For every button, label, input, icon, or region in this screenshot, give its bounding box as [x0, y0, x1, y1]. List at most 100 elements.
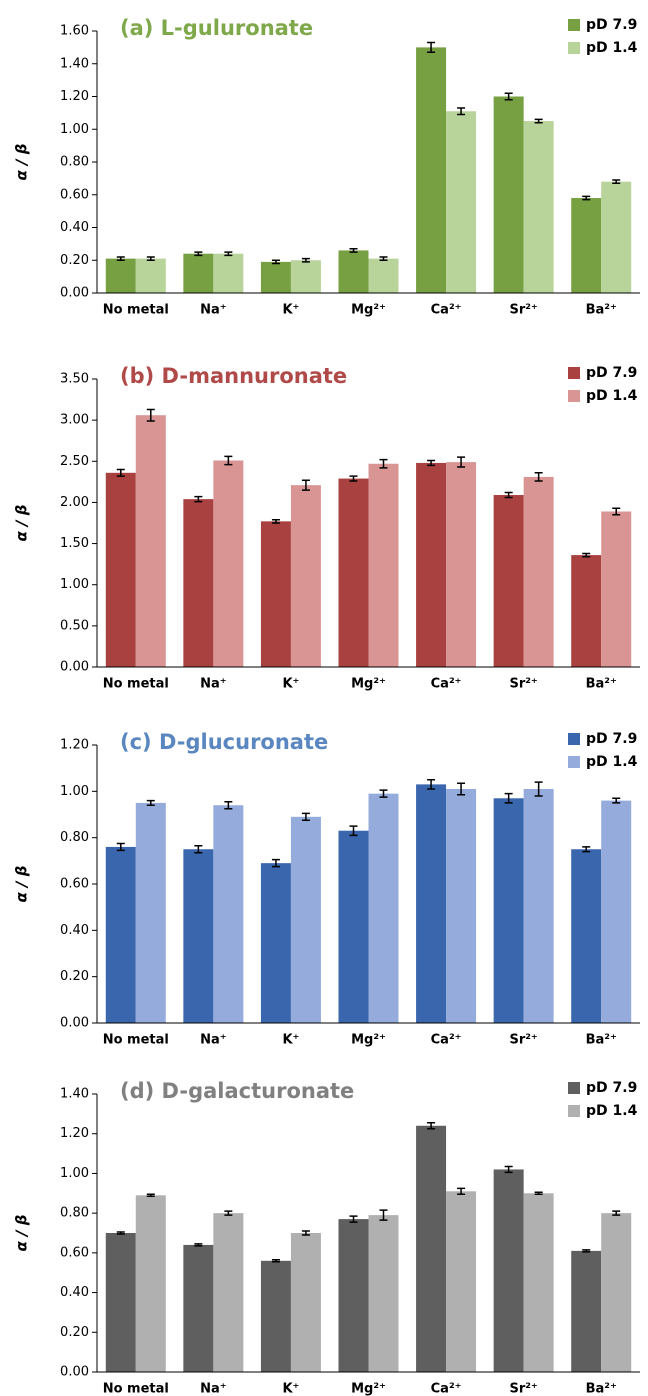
- y-tick-label: 1.20: [60, 738, 89, 753]
- error-bar: [194, 1243, 203, 1247]
- error-bar: [379, 789, 388, 798]
- bar: [416, 462, 447, 667]
- bar: [523, 789, 554, 1023]
- error-bar: [379, 1209, 388, 1221]
- error-bar: [224, 801, 233, 810]
- y-tick-label: 3.50: [60, 372, 89, 387]
- y-tick-label: 1.00: [60, 784, 89, 799]
- legend-swatch: [568, 733, 580, 745]
- bar: [135, 802, 166, 1023]
- bar: [493, 495, 524, 667]
- x-tick-label: K⁺: [282, 1382, 299, 1396]
- error-bar: [146, 408, 155, 422]
- x-tick-label: Na⁺: [200, 1033, 227, 1048]
- bar: [183, 499, 214, 667]
- error-bar: [427, 779, 436, 790]
- error-bar: [116, 1231, 125, 1235]
- y-tick-label: 0.80: [60, 155, 89, 170]
- y-tick-label: 0.40: [60, 923, 89, 938]
- bar: [105, 1233, 136, 1372]
- bar: [493, 798, 524, 1023]
- y-tick-label: 2.00: [60, 495, 89, 510]
- bar: [523, 1193, 554, 1372]
- x-tick-label: K⁺: [282, 303, 299, 318]
- error-bar: [116, 468, 125, 477]
- error-bar: [301, 1230, 310, 1236]
- y-tick-label: 0.50: [60, 618, 89, 633]
- chart-title: (a) L-guluronate: [120, 16, 313, 40]
- y-tick-label: 0.00: [60, 1365, 89, 1380]
- x-tick-label: K⁺: [282, 677, 299, 692]
- y-tick-label: 0.20: [60, 253, 89, 268]
- y-tick-label: 1.00: [60, 122, 89, 137]
- y-tick-label: 2.50: [60, 454, 89, 469]
- y-axis-label: α / β: [13, 1215, 31, 1252]
- bar: [183, 1244, 214, 1372]
- bar: [290, 1233, 321, 1372]
- bar: [105, 846, 136, 1023]
- error-bar: [146, 256, 155, 261]
- chart-title: (d) D-galacturonate: [120, 1079, 354, 1103]
- y-tick-label: 1.00: [60, 577, 89, 592]
- error-bar: [504, 92, 513, 101]
- error-bar: [504, 792, 513, 804]
- bar: [183, 849, 214, 1023]
- bar: [446, 462, 477, 667]
- bar: [338, 1219, 369, 1372]
- y-tick-label: 1.50: [60, 536, 89, 551]
- error-bar: [349, 1215, 358, 1223]
- panel: (b) D-mannuronate α / β 0.00 0.50 1.00 1.50 2.…: [13, 364, 640, 692]
- bar: [416, 47, 447, 293]
- bar: [213, 253, 244, 293]
- x-tick-label: Ca²⁺: [431, 303, 462, 318]
- error-bar: [194, 495, 203, 503]
- y-axis-label: α / β: [13, 866, 31, 903]
- y-tick-label: 0.20: [60, 969, 89, 984]
- error-bar: [116, 842, 125, 852]
- y-tick-label: 0.80: [60, 1206, 89, 1221]
- error-bar: [427, 41, 436, 54]
- y-tick-label: 3.00: [60, 413, 89, 428]
- error-bar: [146, 799, 155, 806]
- legend-swatch: [568, 390, 580, 402]
- error-bar: [379, 458, 388, 469]
- bar: [416, 784, 447, 1023]
- error-bar: [427, 459, 436, 467]
- chart-title: (b) D-mannuronate: [120, 364, 347, 388]
- x-tick-label: Sr²⁺: [509, 1382, 537, 1396]
- y-axis-label: α / β: [13, 505, 31, 542]
- error-bar: [224, 1210, 233, 1216]
- bar: [338, 250, 369, 293]
- error-bar: [224, 251, 233, 257]
- bar: [446, 789, 477, 1023]
- bar: [368, 258, 399, 293]
- x-tick-label: Na⁺: [200, 303, 227, 318]
- y-tick-label: 0.60: [60, 1245, 89, 1260]
- legend-label: pD 1.4: [586, 754, 638, 770]
- error-bar: [349, 825, 358, 837]
- x-tick-label: No metal: [103, 1382, 169, 1396]
- legend-label: pD 1.4: [586, 40, 638, 56]
- bar: [493, 96, 524, 293]
- y-tick-label: 1.20: [60, 1126, 89, 1141]
- bar: [290, 816, 321, 1023]
- y-tick-label: 1.20: [60, 89, 89, 104]
- bar: [368, 1215, 399, 1372]
- y-tick-label: 1.00: [60, 1166, 89, 1181]
- error-bar: [271, 858, 280, 868]
- bar: [260, 521, 291, 667]
- bar: [601, 800, 632, 1023]
- error-bar: [301, 257, 310, 263]
- x-tick-label: Ca²⁺: [431, 677, 462, 692]
- error-bar: [301, 479, 310, 491]
- bar: [183, 253, 214, 293]
- legend-label: pD 1.4: [586, 1103, 638, 1119]
- y-axis-label: α / β: [13, 144, 31, 181]
- error-bar: [379, 256, 388, 261]
- legend-label: pD 7.9: [586, 365, 637, 381]
- error-bar: [534, 472, 543, 482]
- bar: [135, 258, 166, 293]
- x-tick-label: Mg²⁺: [351, 677, 386, 692]
- panel: (c) D-glucuronate α / β 0.00 0.20 0.40 0.60 0.…: [13, 730, 640, 1048]
